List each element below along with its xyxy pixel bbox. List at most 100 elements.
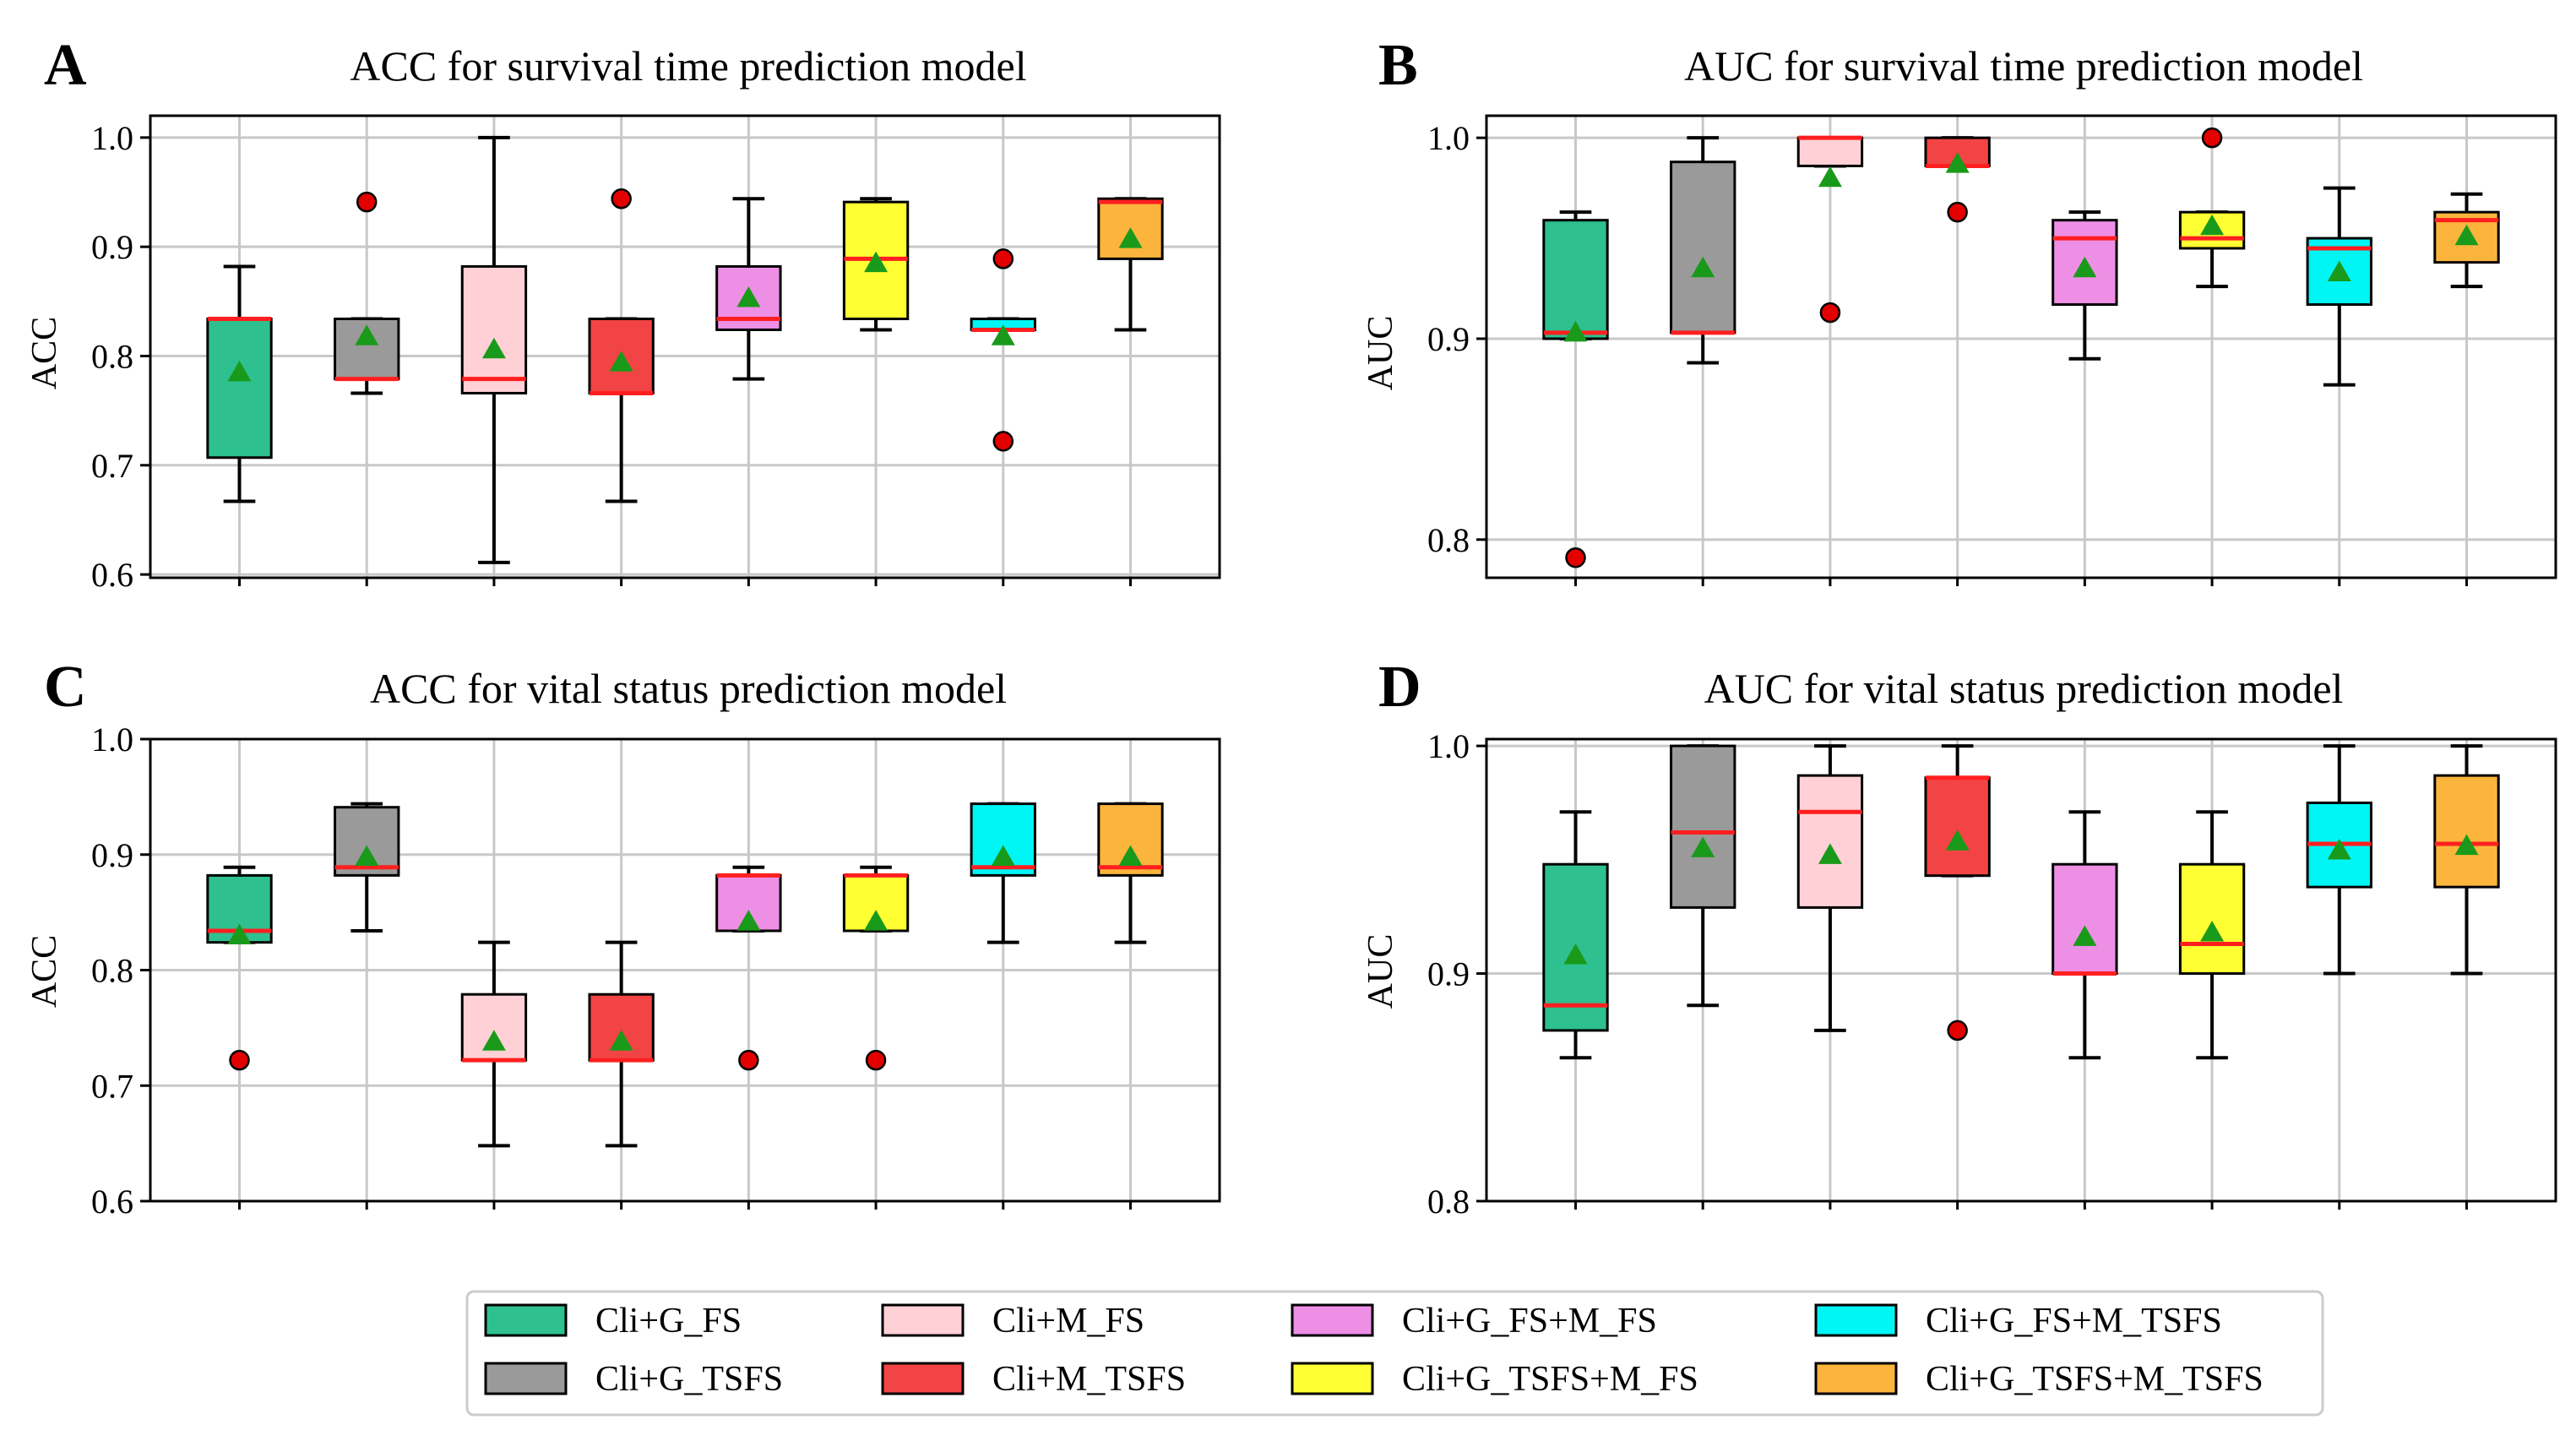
mean-marker xyxy=(2200,214,2225,236)
mean-marker xyxy=(1691,836,1715,857)
legend-label: Cli+M_TSFS xyxy=(992,1360,1186,1399)
mean-marker xyxy=(227,360,252,382)
legend-item: Cli+M_TSFS xyxy=(881,1360,1186,1399)
box-body xyxy=(2052,862,2118,976)
mean-marker xyxy=(355,845,379,866)
mean-marker xyxy=(1118,845,1143,866)
chart-title: ACC for vital status prediction model xyxy=(370,665,1007,712)
legend-item: Cli+G_TSFS+M_TSFS xyxy=(1814,1360,2264,1399)
mean-marker xyxy=(736,286,761,307)
outlier-point xyxy=(229,1049,250,1071)
box-Cli+G_TSFS xyxy=(1670,136,1736,365)
panel-B: B AUC for survival time prediction model… xyxy=(1361,33,2557,586)
y-tick-label: 0.9 xyxy=(91,836,133,874)
y-tick-label: 0.8 xyxy=(91,952,133,990)
box-body xyxy=(1670,744,1736,909)
y-tick-label: 0.8 xyxy=(91,337,133,375)
box-Cli+G_FS+M_TSFS xyxy=(970,802,1036,944)
panel-letter: A xyxy=(44,33,87,98)
mean-marker xyxy=(609,1030,633,1051)
y-tick-label: 0.6 xyxy=(91,556,133,594)
legend-swatch xyxy=(484,1362,568,1395)
legend-label: Cli+G_TSFS xyxy=(595,1360,783,1399)
y-tick-label: 0.7 xyxy=(91,1067,133,1105)
box-Cli+G_FS+M_FS xyxy=(2052,810,2118,1060)
panel-letter: C xyxy=(44,655,87,720)
y-tick-label: 0.8 xyxy=(1427,521,1470,559)
chart-title: ACC for survival time prediction model xyxy=(350,42,1026,90)
y-axis-label: ACC xyxy=(25,935,64,1008)
legend-swatch xyxy=(1291,1303,1374,1337)
box-Cli+G_TSFS xyxy=(334,802,400,933)
box-body xyxy=(1670,160,1736,334)
box-Cli+M_TSFS xyxy=(588,188,655,503)
axes-frame xyxy=(149,114,1221,579)
box-Cli+M_TSFS xyxy=(588,940,655,1148)
y-axis-label: AUC xyxy=(1361,316,1400,391)
mean-marker xyxy=(1818,166,1842,188)
legend-label: Cli+G_FS xyxy=(595,1302,742,1341)
y-tick-label: 0.9 xyxy=(1427,320,1470,358)
box-body xyxy=(460,264,528,394)
outlier-point xyxy=(611,188,632,209)
box-Cli+G_FS+M_TSFS xyxy=(970,248,1036,452)
legend-swatch xyxy=(1814,1362,1898,1395)
legend-swatch xyxy=(1814,1303,1898,1337)
legend-item: Cli+G_FS+M_TSFS xyxy=(1814,1302,2222,1341)
mean-marker xyxy=(991,845,1015,866)
box-Cli+G_FS xyxy=(1542,210,1609,568)
mean-marker xyxy=(1945,829,1970,851)
y-axis-label: AUC xyxy=(1361,934,1400,1009)
mean-marker xyxy=(227,923,252,944)
legend-label: Cli+G_TSFS+M_FS xyxy=(1402,1360,1698,1399)
box-Cli+G_TSFS+M_TSFS xyxy=(2433,192,2500,289)
mean-marker xyxy=(1691,256,1715,278)
y-tick-label: 1.0 xyxy=(1427,727,1470,765)
legend-label: Cli+G_FS+M_FS xyxy=(1402,1302,1657,1341)
box-Cli+M_FS xyxy=(1796,744,1864,1032)
box-Cli+M_FS xyxy=(460,135,528,564)
box-body xyxy=(2433,774,2500,889)
box-Cli+G_TSFS+M_FS xyxy=(842,197,910,332)
box-body xyxy=(588,992,655,1062)
y-tick-label: 0.7 xyxy=(91,447,133,485)
axes-frame xyxy=(149,737,1221,1203)
legend-label: Cli+G_FS+M_TSFS xyxy=(1926,1302,2222,1341)
legend: Cli+G_FS Cli+G_TSFS Cli+M_FS Cli+M_TSFS Cli+… xyxy=(465,1290,2324,1417)
outlier-point xyxy=(1947,201,1968,223)
mean-marker xyxy=(864,251,889,273)
chart-title: AUC for survival time prediction model xyxy=(1684,42,2363,90)
box-body xyxy=(2052,219,2118,307)
mean-marker xyxy=(2454,224,2479,246)
outlier-point xyxy=(1947,1020,1968,1041)
mean-marker xyxy=(609,351,633,372)
mean-marker xyxy=(864,910,889,931)
legend-label: Cli+G_TSFS+M_TSFS xyxy=(1926,1360,2264,1399)
mean-marker xyxy=(2073,925,2097,946)
legend-swatch xyxy=(881,1303,965,1337)
panel-A: A ACC for survival time prediction model… xyxy=(25,33,1221,594)
outlier-point xyxy=(992,431,1014,452)
legend-swatch xyxy=(881,1362,965,1395)
panel-letter: D xyxy=(1378,655,1421,720)
mean-marker xyxy=(355,324,379,345)
mean-marker xyxy=(481,1030,506,1051)
box-Cli+G_TSFS+M_FS xyxy=(2178,127,2246,289)
legend-item: Cli+G_TSFS xyxy=(484,1360,783,1399)
y-tick-label: 1.0 xyxy=(1427,119,1470,157)
mean-marker xyxy=(1563,320,1588,342)
box-body xyxy=(1542,219,1609,340)
box-Cli+G_FS xyxy=(206,264,273,503)
outlier-point xyxy=(992,248,1014,269)
box-Cli+G_TSFS+M_FS xyxy=(842,865,910,1071)
legend-label: Cli+M_FS xyxy=(992,1302,1144,1341)
mean-marker xyxy=(2327,839,2351,860)
panel-D: D AUC for vital status prediction model … xyxy=(1361,655,2557,1221)
box-Cli+G_FS xyxy=(1542,810,1609,1060)
box-Cli+G_TSFS+M_FS xyxy=(2178,810,2246,1060)
panel-letter: B xyxy=(1378,33,1418,98)
box-body xyxy=(2178,862,2246,976)
box-Cli+G_FS+M_TSFS xyxy=(2306,744,2372,976)
axes-frame xyxy=(1485,737,2557,1203)
y-tick-label: 1.0 xyxy=(91,119,133,157)
